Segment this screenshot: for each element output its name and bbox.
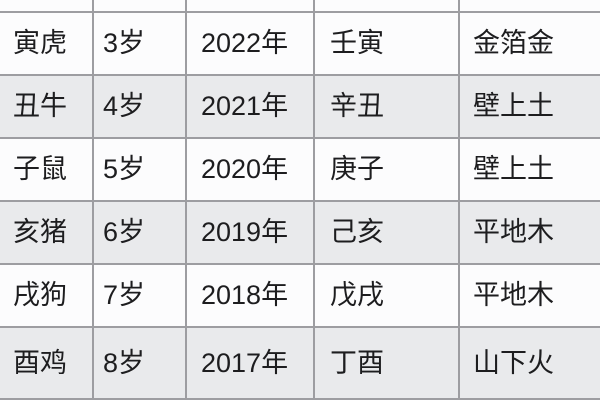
cell-year: 2019年 xyxy=(187,202,315,265)
table-row: 寅虎 3岁 2022年 壬寅 金箔金 xyxy=(0,13,600,76)
cell-year: 2020年 xyxy=(187,139,315,202)
table-row-partial xyxy=(0,0,600,13)
cell-year: 2018年 xyxy=(187,265,315,328)
cell-age: 3岁 xyxy=(94,13,187,76)
cell-empty xyxy=(315,0,460,13)
table-row: 戌狗 7岁 2018年 戊戌 平地木 xyxy=(0,265,600,328)
cell-empty xyxy=(94,0,187,13)
cell-zodiac: 亥猪 xyxy=(0,202,94,265)
cell-wuxing: 金箔金 xyxy=(460,13,600,76)
table-row: 酉鸡 8岁 2017年 丁酉 山下火 xyxy=(0,328,600,400)
cell-zodiac: 戌狗 xyxy=(0,265,94,328)
cell-zodiac: 子鼠 xyxy=(0,139,94,202)
table-row: 亥猪 6岁 2019年 己亥 平地木 xyxy=(0,202,600,265)
cell-ganzhi: 壬寅 xyxy=(315,13,460,76)
cell-ganzhi: 庚子 xyxy=(315,139,460,202)
cell-age: 8岁 xyxy=(94,328,187,400)
cell-wuxing: 壁上土 xyxy=(460,139,600,202)
cell-zodiac: 酉鸡 xyxy=(0,328,94,400)
cell-empty xyxy=(187,0,315,13)
cell-age: 4岁 xyxy=(94,76,187,139)
cell-zodiac: 寅虎 xyxy=(0,13,94,76)
cell-year: 2017年 xyxy=(187,328,315,400)
cell-age: 7岁 xyxy=(94,265,187,328)
cell-year: 2022年 xyxy=(187,13,315,76)
cell-zodiac: 丑牛 xyxy=(0,76,94,139)
cell-ganzhi: 辛丑 xyxy=(315,76,460,139)
cell-wuxing: 平地木 xyxy=(460,202,600,265)
cell-wuxing: 壁上土 xyxy=(460,76,600,139)
cell-age: 6岁 xyxy=(94,202,187,265)
cell-empty xyxy=(0,0,94,13)
cell-wuxing: 山下火 xyxy=(460,328,600,400)
table-row: 丑牛 4岁 2021年 辛丑 壁上土 xyxy=(0,76,600,139)
cell-wuxing: 平地木 xyxy=(460,265,600,328)
cell-age: 5岁 xyxy=(94,139,187,202)
cell-ganzhi: 己亥 xyxy=(315,202,460,265)
table-row: 子鼠 5岁 2020年 庚子 壁上土 xyxy=(0,139,600,202)
cell-ganzhi: 丁酉 xyxy=(315,328,460,400)
cell-year: 2021年 xyxy=(187,76,315,139)
cell-empty xyxy=(460,0,600,13)
cell-ganzhi: 戊戌 xyxy=(315,265,460,328)
